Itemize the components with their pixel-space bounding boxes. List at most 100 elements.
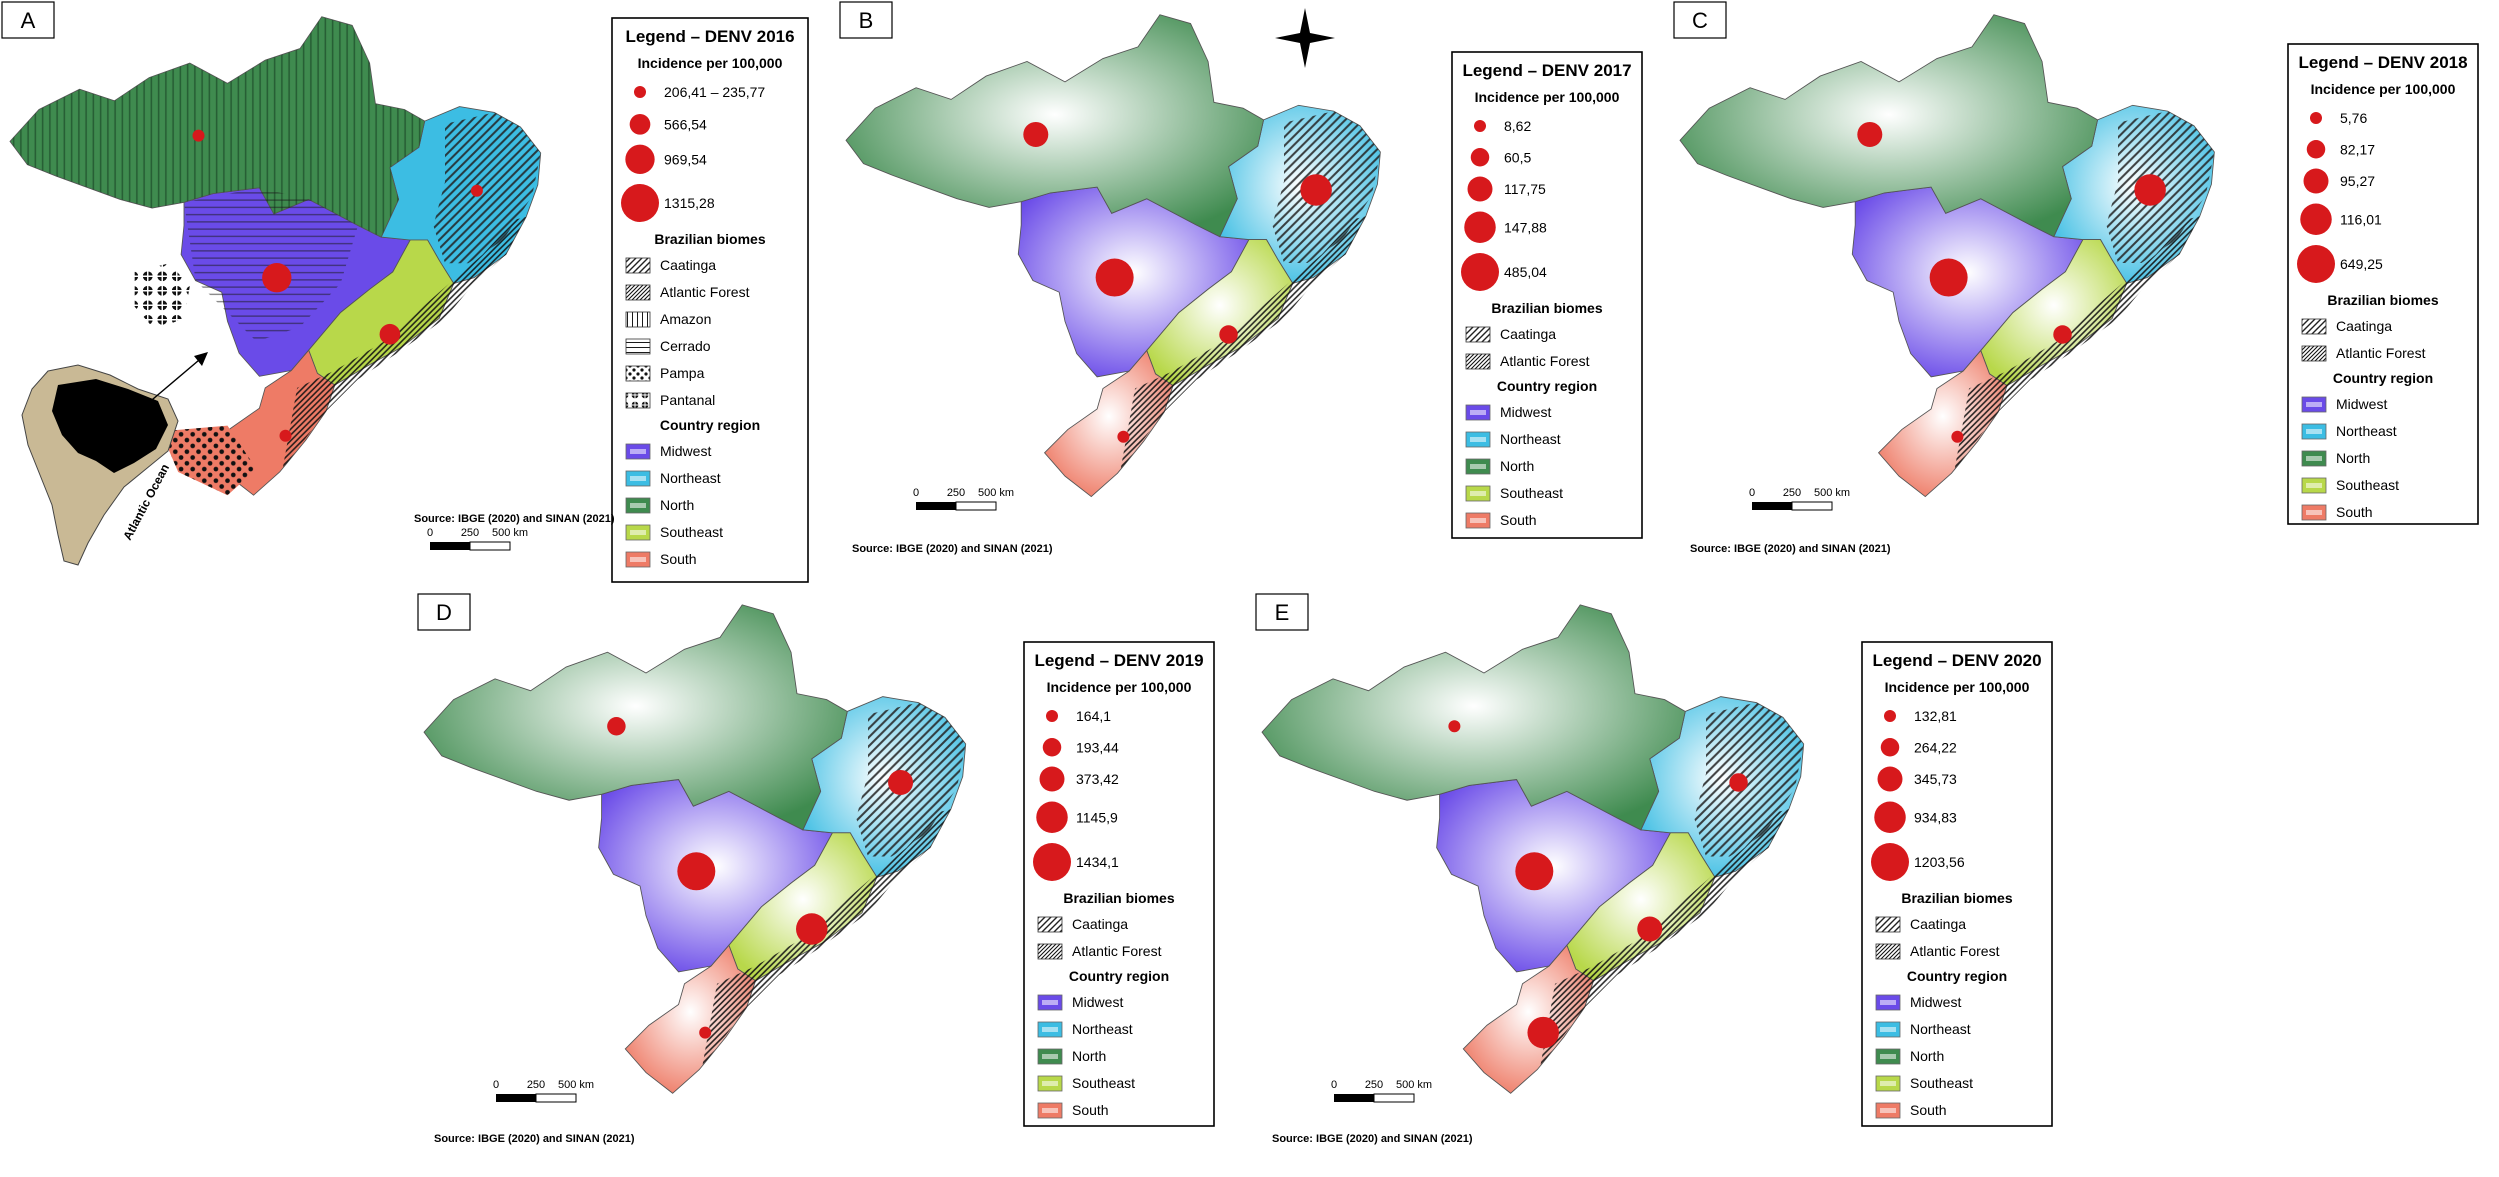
legend-biome-swatch [1465, 326, 1491, 343]
legend-region-swatch-shine [2306, 483, 2322, 488]
legend-region-label: Midwest [1500, 404, 1551, 420]
legend-incidence-label: 969,54 [664, 151, 707, 167]
legend-incidence-label: 566,54 [664, 116, 707, 132]
incidence-section-title: Incidence per 100,000 [1047, 679, 1192, 695]
incidence-point-northeast [470, 184, 483, 197]
legend-region-label: Midwest [1072, 994, 1123, 1010]
legend: Legend – DENV 2020 Incidence per 100,000 1… [1861, 641, 2053, 1127]
incidence-section-title: Incidence per 100,000 [638, 55, 783, 71]
incidence-point-south [699, 1026, 712, 1039]
legend-incidence-symbol [625, 144, 655, 174]
legend-biome-label: Caatinga [2336, 318, 2392, 334]
legend-biome-label: Atlantic Forest [1072, 943, 1162, 959]
incidence-point-south [1527, 1016, 1559, 1049]
legend-biome-swatch [2301, 318, 2327, 335]
incidence-point-north [1857, 121, 1883, 147]
scale-tick-label: 500 km [1396, 1079, 1432, 1091]
legend-region-label: Southeast [2336, 477, 2399, 493]
legend-incidence-symbol [2310, 112, 2322, 124]
north-arrow-icon [1275, 8, 1335, 68]
scale-tick-label: 0 [493, 1079, 499, 1091]
biomes-section-title: Brazilian biomes [1901, 890, 2012, 906]
legend-title: Legend – DENV 2020 [1872, 651, 2041, 670]
brazil-highlight [52, 379, 168, 473]
legend-incidence-symbol [1464, 211, 1496, 243]
incidence-point-midwest [1095, 258, 1134, 297]
incidence-point-north [607, 716, 626, 736]
scale-segment-dark [1752, 502, 1792, 510]
source-note: Source: IBGE (2020) and SINAN (2021) [1272, 1133, 1473, 1145]
scale-bar: 0 250 500 km [427, 527, 528, 551]
map-panel-a: A Legend – DENV 2016 Incidence per 100,000… [1, 1, 809, 583]
legend-region-swatch-shine [1880, 1054, 1896, 1059]
legend-region-swatch-shine [630, 557, 646, 562]
map-panel-c: C Legend – DENV 2018 Incidence per 100,000… [1673, 1, 2479, 555]
legend-biome-label: Atlantic Forest [2336, 345, 2426, 361]
incidence-section-title: Incidence per 100,000 [1475, 89, 1620, 105]
legend-biome-label: Caatinga [1072, 916, 1128, 932]
legend-incidence-label: 164,1 [1076, 708, 1111, 724]
legend-region-swatch-shine [630, 449, 646, 454]
scale-bar: 0 250 500 km [1331, 1079, 1432, 1103]
legend-incidence-label: 1315,28 [664, 195, 715, 211]
legend-incidence-label: 485,04 [1504, 264, 1547, 280]
scale-segment-light [1791, 501, 1833, 511]
legend-biome-label: Atlantic Forest [1910, 943, 2000, 959]
scale-tick-label: 500 km [558, 1079, 594, 1091]
legend-incidence-label: 206,41 – 235,77 [664, 84, 765, 100]
panel-letter-box [839, 1, 893, 39]
incidence-point-northeast [1300, 174, 1332, 206]
scale-tick-label: 0 [913, 487, 919, 499]
legend-incidence-symbol [1874, 801, 1906, 833]
scale-segment-light [1373, 1093, 1415, 1103]
legend-region-swatch-shine [1880, 1027, 1896, 1032]
incidence-point-south [1117, 430, 1130, 443]
legend-region-swatch-shine [2306, 402, 2322, 407]
incidence-section-title: Incidence per 100,000 [2311, 81, 2456, 97]
brazil-map [1679, 14, 2215, 498]
legend-incidence-symbol [1033, 843, 1071, 881]
atlantic-forest-biome [1120, 216, 1366, 471]
legend-biome-swatch [1037, 943, 1063, 960]
atlantic-forest-biome [1540, 809, 1789, 1067]
legend-biome-label: Atlantic Forest [1500, 353, 1590, 369]
scale-segment-light [469, 541, 511, 551]
regions-section-title: Country region [1069, 968, 1169, 984]
brazil-map [423, 604, 967, 1094]
legend-region-swatch-shine [1880, 1081, 1896, 1086]
legend-incidence-symbol [1042, 738, 1062, 757]
legend-biome-swatch [625, 284, 651, 301]
legend-box [1023, 641, 1215, 1127]
scale-tick-label: 250 [461, 527, 479, 539]
incidence-point-southeast [1637, 916, 1663, 942]
legend-region-label: Northeast [1500, 431, 1561, 447]
legend-region-swatch-shine [1042, 1081, 1058, 1086]
biomes-section-title: Brazilian biomes [1491, 300, 1602, 316]
region-north [845, 14, 1265, 238]
scale-tick-label: 0 [1749, 487, 1755, 499]
legend: Legend – DENV 2017 Incidence per 100,000 8… [1451, 51, 1643, 539]
legend-region-swatch-shine [1042, 1027, 1058, 1032]
source-note: Source: IBGE (2020) and SINAN (2021) [852, 543, 1053, 555]
north-arrow-star [1275, 8, 1335, 68]
legend-incidence-label: 345,73 [1914, 771, 1957, 787]
legend-region-label: South [1910, 1102, 1947, 1118]
legend-incidence-label: 8,62 [1504, 118, 1531, 134]
map-panel-b: B Legend – DENV 2017 Incidence per 100,000… [839, 1, 1643, 555]
south-america-inset: Atlantic Ocean [21, 364, 179, 566]
legend-region-swatch-shine [1042, 1054, 1058, 1059]
scale-segment-dark [496, 1094, 536, 1102]
incidence-point-northeast [888, 769, 914, 795]
legend-biome-swatch [1875, 916, 1901, 933]
legend-incidence-label: 193,44 [1076, 739, 1119, 755]
legend-biome-label: Pantanal [660, 392, 715, 408]
legend-region-label: Midwest [1910, 994, 1961, 1010]
panel-letter: E [1275, 600, 1290, 625]
brazil-map [845, 14, 1381, 498]
scale-tick-label: 250 [527, 1079, 545, 1091]
legend-incidence-label: 264,22 [1914, 739, 1957, 755]
legend-incidence-symbol [2303, 168, 2329, 194]
legend-biome-label: Caatinga [1910, 916, 1966, 932]
legend-biome-label: Atlantic Forest [660, 284, 750, 300]
legend-incidence-label: 1145,9 [1076, 809, 1118, 825]
